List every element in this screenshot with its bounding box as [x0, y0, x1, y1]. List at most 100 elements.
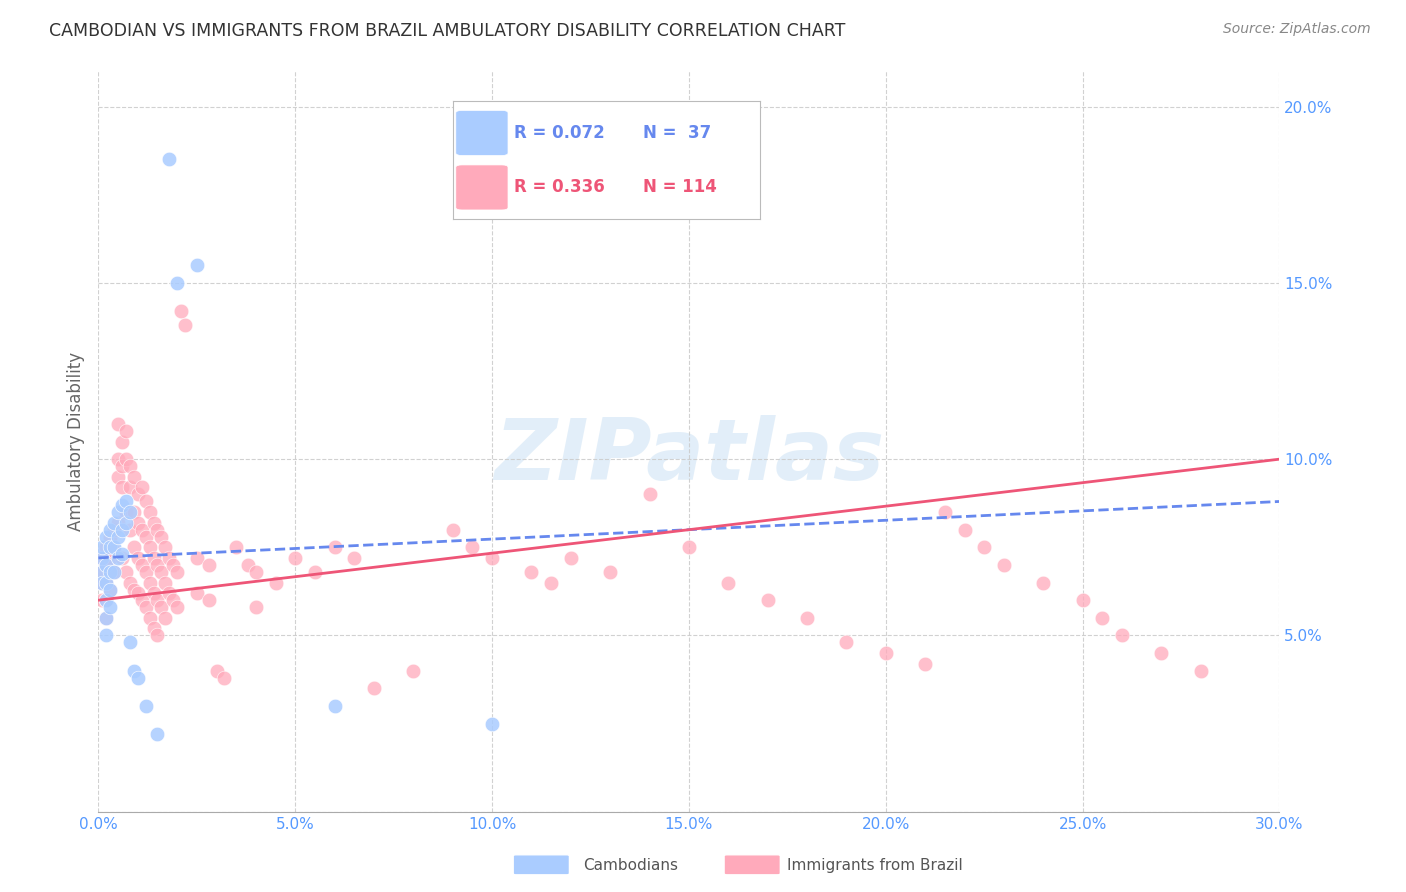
Point [96, 558, 118, 572]
Point [174, 318, 197, 333]
Point [225, 541, 247, 555]
Point [197, 558, 219, 572]
Point [170, 304, 193, 318]
Point [91, 565, 114, 579]
Point [111, 480, 134, 494]
Point [796, 611, 818, 625]
Point [638, 487, 661, 501]
Point [1091, 611, 1114, 625]
Point [98, 582, 121, 597]
Text: N =  37: N = 37 [643, 124, 711, 142]
Point [98, 565, 121, 579]
Point [107, 530, 129, 544]
Point [264, 575, 287, 590]
Text: Cambodians: Cambodians [583, 858, 679, 872]
Point [91, 565, 114, 579]
Point [91, 575, 114, 590]
Point [111, 498, 134, 512]
Point [540, 575, 562, 590]
Text: Source: ZipAtlas.com: Source: ZipAtlas.com [1223, 22, 1371, 37]
Point [481, 716, 503, 731]
Point [96, 530, 118, 544]
Point [166, 565, 188, 579]
Point [146, 558, 169, 572]
Point [135, 565, 157, 579]
Point [96, 558, 118, 572]
Point [103, 516, 125, 530]
Point [98, 523, 121, 537]
Text: N = 114: N = 114 [643, 178, 717, 196]
Point [146, 727, 169, 741]
Point [115, 494, 138, 508]
Point [138, 575, 160, 590]
Point [115, 505, 138, 519]
Point [107, 452, 129, 467]
Point [155, 575, 177, 590]
Point [162, 558, 184, 572]
Text: Immigrants from Brazil: Immigrants from Brazil [787, 858, 963, 872]
Point [599, 565, 621, 579]
Text: CAMBODIAN VS IMMIGRANTS FROM BRAZIL AMBULATORY DISABILITY CORRELATION CHART: CAMBODIAN VS IMMIGRANTS FROM BRAZIL AMBU… [49, 22, 845, 40]
Point [98, 582, 121, 597]
Point [953, 523, 976, 537]
Point [103, 544, 125, 558]
Text: R = 0.336: R = 0.336 [515, 178, 605, 196]
Point [461, 541, 484, 555]
FancyBboxPatch shape [456, 111, 508, 155]
Point [111, 434, 134, 449]
Text: ZIPatlas: ZIPatlas [494, 415, 884, 498]
Point [111, 459, 134, 474]
Point [91, 575, 114, 590]
Point [135, 600, 157, 615]
Point [157, 586, 180, 600]
Point [1150, 646, 1173, 660]
Point [107, 417, 129, 431]
Point [91, 541, 114, 555]
Point [678, 541, 700, 555]
Point [96, 575, 118, 590]
FancyBboxPatch shape [513, 855, 569, 875]
Point [142, 586, 165, 600]
Point [186, 550, 208, 565]
Point [96, 611, 118, 625]
Point [118, 575, 141, 590]
Point [481, 550, 503, 565]
Point [111, 523, 134, 537]
Point [107, 516, 129, 530]
Point [103, 541, 125, 555]
Point [323, 698, 346, 713]
Point [135, 698, 157, 713]
Point [138, 541, 160, 555]
Point [205, 664, 228, 678]
Point [1111, 628, 1133, 642]
Point [96, 593, 118, 607]
Point [98, 600, 121, 615]
Point [717, 575, 740, 590]
Point [127, 516, 149, 530]
Point [186, 586, 208, 600]
Point [186, 258, 208, 272]
Point [127, 671, 149, 685]
Point [343, 550, 366, 565]
Point [236, 558, 259, 572]
Point [115, 565, 138, 579]
Point [323, 541, 346, 555]
Point [131, 480, 153, 494]
Point [1071, 593, 1094, 607]
Point [146, 593, 169, 607]
Point [245, 600, 267, 615]
Point [98, 565, 121, 579]
Point [96, 575, 118, 590]
Point [131, 593, 153, 607]
Point [284, 550, 307, 565]
Point [118, 523, 141, 537]
Point [91, 550, 114, 565]
Point [91, 593, 114, 607]
Point [131, 558, 153, 572]
Point [115, 452, 138, 467]
Point [96, 611, 118, 625]
FancyBboxPatch shape [456, 165, 508, 210]
Point [135, 494, 157, 508]
Point [166, 276, 188, 290]
Point [103, 523, 125, 537]
